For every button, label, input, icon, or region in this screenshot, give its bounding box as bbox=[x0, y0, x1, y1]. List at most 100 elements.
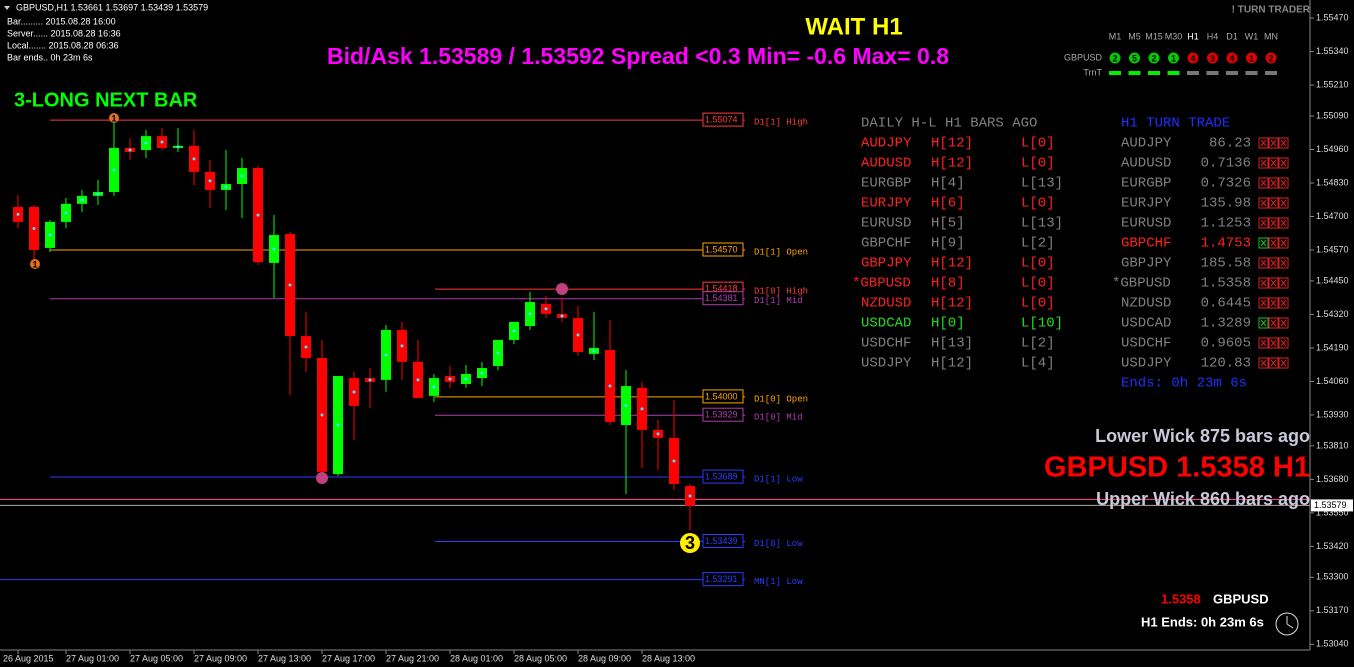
signal-box bbox=[1258, 237, 1269, 249]
high-bars: H[6] bbox=[931, 196, 965, 212]
level-price: 1.55074 bbox=[705, 114, 738, 124]
signal-mark bbox=[1270, 179, 1277, 187]
candle-dot bbox=[384, 353, 388, 357]
trnt-bar bbox=[1167, 71, 1180, 75]
candle-dot bbox=[288, 283, 292, 287]
candle-dot bbox=[304, 345, 308, 349]
trnt-bar bbox=[1245, 71, 1258, 75]
mini-symbol: GBPUSD bbox=[1213, 591, 1269, 606]
pair: EURGBP bbox=[861, 176, 911, 192]
signal-mark bbox=[1270, 279, 1277, 287]
candle-dot bbox=[16, 212, 20, 216]
candle-dot bbox=[48, 233, 52, 237]
info-line: Local....... 2015.08.28 06:36 bbox=[7, 40, 119, 50]
level-box bbox=[702, 389, 744, 404]
marker bbox=[109, 113, 119, 123]
signal-box bbox=[1278, 157, 1289, 169]
tf-count: 1 bbox=[1249, 53, 1254, 63]
trnt-bar bbox=[1265, 71, 1277, 75]
level-price: 1.54000 bbox=[705, 391, 738, 401]
signal-box bbox=[1258, 197, 1269, 209]
marker-label: 1 bbox=[32, 259, 37, 269]
pivot-dot bbox=[556, 283, 568, 295]
x-tick-label: 28 Aug 09:00 bbox=[578, 653, 631, 663]
tf-circle bbox=[1109, 52, 1121, 64]
signal-box bbox=[1268, 217, 1279, 229]
high-bars: H[13] bbox=[931, 336, 973, 352]
pair: USDCAD bbox=[861, 316, 911, 332]
level-price: 1.54418 bbox=[705, 284, 738, 294]
x-tick-label: 27 Aug 21:00 bbox=[386, 653, 439, 663]
candle-dot bbox=[416, 378, 420, 382]
signal-mark bbox=[1270, 219, 1277, 227]
level-name: D1[0] Low bbox=[754, 539, 803, 549]
marker bbox=[30, 259, 40, 269]
signal-mark bbox=[1260, 259, 1267, 267]
candle-dot bbox=[96, 192, 100, 196]
pair: USDJPY bbox=[861, 356, 912, 372]
candle-dot bbox=[512, 329, 516, 333]
signal-mark bbox=[1280, 299, 1287, 307]
signal-box bbox=[1258, 277, 1269, 289]
candle-dot bbox=[128, 148, 132, 152]
x-tick-label: 27 Aug 09:00 bbox=[194, 653, 247, 663]
candle-dot bbox=[544, 307, 548, 311]
signal-mark bbox=[1280, 279, 1287, 287]
low-bars: L[13] bbox=[1021, 176, 1063, 192]
signal-box bbox=[1278, 137, 1289, 149]
signal-mark bbox=[1260, 139, 1267, 147]
y-tick-label: 1.55470 bbox=[1316, 12, 1349, 22]
tf-count: 2 bbox=[1151, 53, 1156, 63]
signal-mark bbox=[1280, 319, 1287, 327]
high-bars: H[12] bbox=[931, 356, 973, 372]
signal-mark bbox=[1260, 319, 1267, 327]
signal-box bbox=[1278, 217, 1289, 229]
signal-box bbox=[1268, 237, 1279, 249]
low-bars: L[0] bbox=[1021, 256, 1055, 272]
pair: *GBPUSD bbox=[1112, 276, 1171, 292]
level-name: MN[1] Low bbox=[754, 577, 803, 587]
tf-count: 2 bbox=[1112, 53, 1117, 63]
bar-end: H1 Ends: 0h 23m 6s bbox=[1141, 614, 1264, 629]
pair: NZDUSD bbox=[861, 296, 911, 312]
signal-box bbox=[1278, 257, 1289, 269]
pair: USDCAD bbox=[1121, 316, 1171, 332]
pair: EURJPY bbox=[1121, 196, 1172, 212]
y-tick-label: 1.53170 bbox=[1316, 605, 1349, 615]
y-tick-label: 1.54960 bbox=[1316, 144, 1349, 154]
signal-box bbox=[1258, 357, 1269, 369]
signal-mark bbox=[1270, 159, 1277, 167]
level-name: D1[1] Open bbox=[754, 247, 808, 257]
price: 86.23 bbox=[1209, 136, 1251, 152]
price: 1.5358 bbox=[1201, 276, 1251, 292]
signal-box bbox=[1258, 137, 1269, 149]
trnt-bar bbox=[1206, 71, 1219, 75]
signal-mark bbox=[1280, 139, 1287, 147]
signal-mark bbox=[1270, 199, 1277, 207]
candle-dot bbox=[160, 140, 164, 144]
tf-label: H4 bbox=[1207, 31, 1219, 41]
price: 1.4753 bbox=[1201, 236, 1251, 252]
signal-mark bbox=[1270, 299, 1277, 307]
high-bars: H[12] bbox=[931, 256, 973, 272]
signal-box bbox=[1268, 357, 1279, 369]
pair: GBPJPY bbox=[861, 256, 912, 272]
pair: EURUSD bbox=[861, 216, 911, 232]
candle-dot bbox=[192, 157, 196, 161]
high-bars: H[0] bbox=[931, 316, 965, 332]
tf-count: 5 bbox=[1132, 53, 1137, 63]
high-bars: H[8] bbox=[931, 276, 965, 292]
candle-dot bbox=[592, 349, 596, 353]
level-name: D1[1] Mid bbox=[754, 296, 803, 306]
high-bars: H[12] bbox=[931, 296, 973, 312]
signal-mark bbox=[1280, 259, 1287, 267]
candle-dot bbox=[480, 371, 484, 375]
signal-mark bbox=[1280, 339, 1287, 347]
price: 0.7136 bbox=[1201, 156, 1251, 172]
signal-box bbox=[1268, 317, 1279, 329]
tf-label: D1 bbox=[1226, 31, 1238, 41]
signal-box bbox=[1278, 197, 1289, 209]
tf-label: M30 bbox=[1165, 31, 1183, 41]
signal-box bbox=[1258, 217, 1269, 229]
